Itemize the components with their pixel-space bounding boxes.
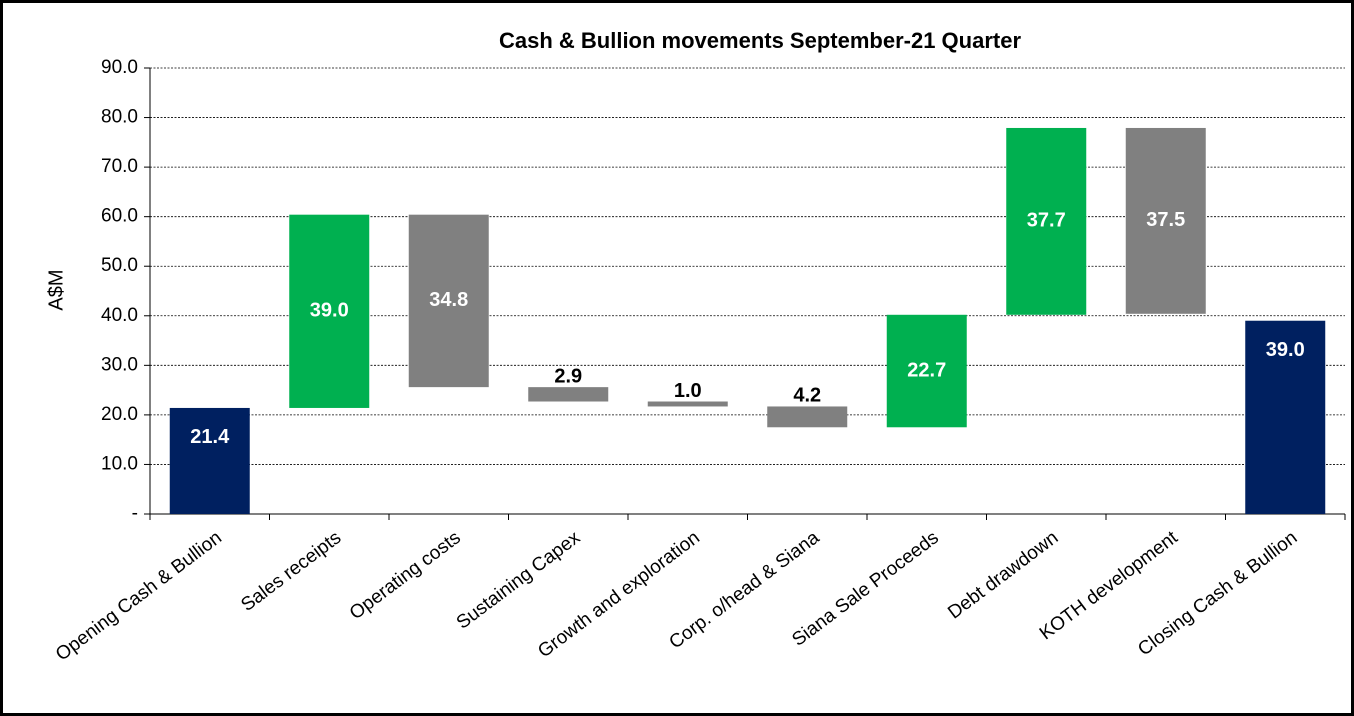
data-label: 37.5 — [1146, 209, 1185, 231]
bar — [408, 214, 489, 388]
y-tick-label: 60.0 — [101, 206, 138, 227]
bar — [528, 387, 609, 402]
data-label: 21.4 — [190, 426, 230, 448]
data-label: 22.7 — [907, 359, 946, 381]
data-label: 4.2 — [793, 385, 821, 407]
y-tick-label: 10.0 — [101, 453, 138, 474]
y-tick-label: 40.0 — [101, 305, 138, 326]
y-tick-label: 90.0 — [101, 57, 138, 78]
data-label: 39.0 — [310, 300, 349, 322]
bar — [767, 406, 848, 428]
bar — [647, 401, 728, 407]
bar — [1245, 320, 1326, 514]
bar — [886, 314, 967, 428]
data-label: 2.9 — [554, 365, 582, 387]
data-label: 1.0 — [674, 380, 702, 402]
bar — [169, 407, 250, 514]
y-tick-label: 70.0 — [101, 156, 138, 177]
data-label: 34.8 — [429, 289, 468, 311]
y-tick-label: 30.0 — [101, 354, 138, 375]
y-tick-label: - — [132, 503, 138, 524]
y-tick-label: 20.0 — [101, 404, 138, 425]
y-tick-label: 50.0 — [101, 255, 138, 276]
y-axis-label: A$M — [45, 269, 67, 310]
y-tick-label: 80.0 — [101, 107, 138, 128]
data-label: 37.7 — [1027, 210, 1066, 232]
bar — [1006, 127, 1087, 315]
bar — [289, 214, 370, 408]
chart-title: Cash & Bullion movements September-21 Qu… — [499, 28, 1021, 53]
bar — [1125, 127, 1206, 314]
data-label: 39.0 — [1266, 339, 1305, 361]
